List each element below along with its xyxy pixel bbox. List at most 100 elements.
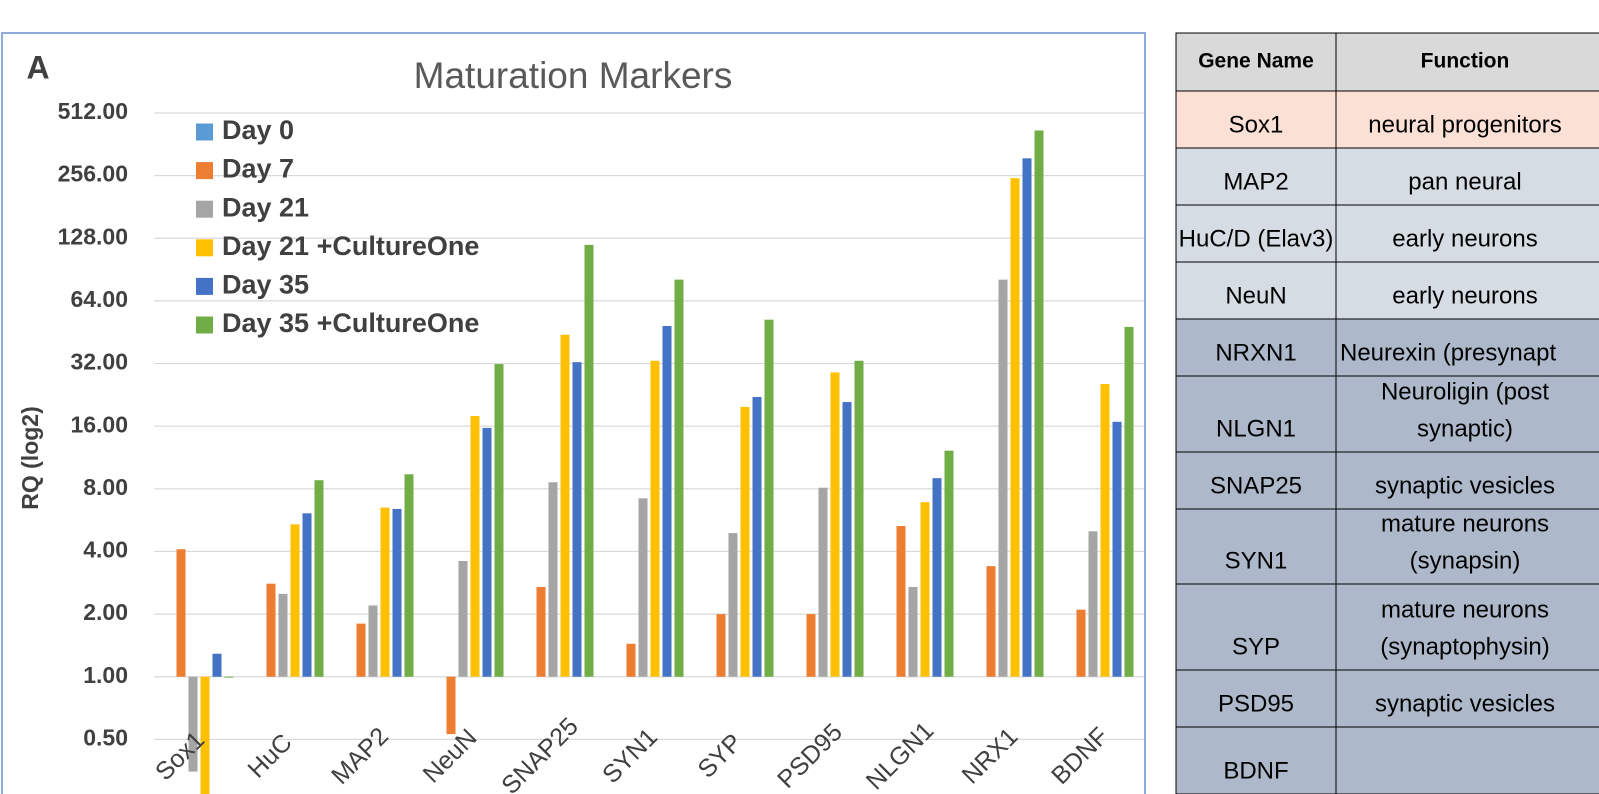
legend-label: Day 0 (222, 115, 294, 145)
table-header: Gene Name (1198, 50, 1314, 73)
legend-label: Day 7 (222, 154, 294, 184)
legend: Day 0 Day 7 Day 21 Day 21 +CultureOne Day 35… (196, 115, 479, 338)
bar (1112, 421, 1122, 677)
table-cell: PSD95 (1218, 690, 1294, 717)
table-header-bg (1175, 32, 1599, 92)
bar (1010, 178, 1020, 677)
bar (854, 360, 864, 677)
table-cell: Sox1 (1229, 111, 1284, 138)
table-cell: synaptic vesicles (1375, 690, 1555, 717)
y-tick-label: 4.00 (83, 537, 128, 563)
table-cell: NRXN1 (1215, 339, 1296, 366)
table-cell: early neurons (1392, 225, 1537, 252)
bar (920, 502, 930, 677)
chart-title: Maturation Markers (414, 55, 733, 96)
y-tick-label: 8.00 (83, 474, 128, 500)
table-row-bg (1175, 147, 1599, 206)
bar (446, 676, 456, 735)
bars (176, 130, 1134, 794)
bar (212, 653, 222, 677)
bar (356, 623, 366, 677)
bar (224, 676, 234, 678)
bar (536, 586, 546, 677)
table-row-bg (1175, 375, 1599, 453)
table-cell: neural progenitors (1368, 111, 1561, 138)
legend-label: Day 21 (222, 192, 309, 222)
bar (290, 524, 300, 677)
bar (932, 478, 942, 677)
table-row-bg (1175, 726, 1599, 794)
legend-swatch (196, 316, 213, 334)
table: Gene Name Function Sox1 neural progenitors M… (1175, 32, 1599, 794)
table-cell: Neurexin (presynapt (1340, 339, 1556, 366)
y-tick-label: 64.00 (70, 286, 128, 312)
table-cell: SYP (1232, 633, 1280, 660)
bar (482, 427, 492, 677)
bar (638, 498, 648, 677)
bar (458, 560, 468, 677)
panel-label: A (26, 49, 49, 85)
bar (584, 244, 594, 677)
table-row-bg (1175, 90, 1599, 149)
legend-swatch (196, 277, 213, 295)
table-cell: (synapsin) (1410, 547, 1521, 574)
bar (842, 402, 852, 677)
bar (266, 583, 276, 677)
table-cell: mature neurons (1381, 510, 1549, 537)
y-tick-label: 0.50 (83, 724, 128, 750)
bar (380, 507, 390, 677)
bar (998, 279, 1008, 677)
bar (752, 396, 762, 677)
bar (986, 566, 996, 677)
table-cell: MAP2 (1223, 168, 1288, 195)
table-cell: mature neurons (1381, 596, 1549, 623)
table-cell: BDNF (1223, 757, 1288, 784)
table-cell: Neuroligin (post (1381, 378, 1549, 405)
bar (176, 549, 186, 677)
bar (278, 593, 288, 677)
table-cell: synaptic) (1417, 415, 1513, 442)
bar (404, 474, 414, 677)
bar (818, 487, 828, 677)
bar (740, 406, 750, 677)
table-row-bg (1175, 669, 1599, 728)
y-tick-label: 2.00 (83, 599, 128, 625)
bar (626, 643, 636, 677)
legend-swatch (196, 200, 213, 218)
bar (1124, 326, 1134, 677)
table-cell: SNAP25 (1210, 472, 1302, 499)
bar (188, 676, 198, 772)
bar (650, 360, 660, 677)
bar (728, 533, 738, 677)
y-tick-label: 16.00 (70, 411, 128, 437)
legend-swatch (196, 162, 213, 180)
bar (716, 614, 726, 677)
table-cell: SYN1 (1225, 547, 1288, 574)
table-cell: pan neural (1408, 168, 1521, 195)
y-tick-label: 32.00 (70, 349, 128, 375)
legend-swatch (196, 239, 213, 257)
bar (830, 372, 840, 677)
bar (200, 676, 210, 794)
table-cell: (synaptophysin) (1380, 633, 1549, 660)
legend-label: Day 35 (222, 270, 309, 300)
table-cell: NLGN1 (1216, 415, 1296, 442)
bar (896, 526, 906, 677)
bar (560, 334, 570, 677)
table-cell: NeuN (1225, 282, 1286, 309)
bar (392, 508, 402, 677)
table-row-bg (1175, 318, 1599, 377)
bar (494, 364, 504, 677)
bar (1034, 130, 1044, 677)
bar (470, 416, 480, 677)
bar (908, 586, 918, 677)
bar (674, 279, 684, 677)
bar (314, 480, 324, 677)
table-row-bg (1175, 583, 1599, 671)
bar (662, 325, 672, 677)
bar (764, 319, 774, 677)
bar (1076, 609, 1086, 677)
bar (1100, 384, 1110, 677)
